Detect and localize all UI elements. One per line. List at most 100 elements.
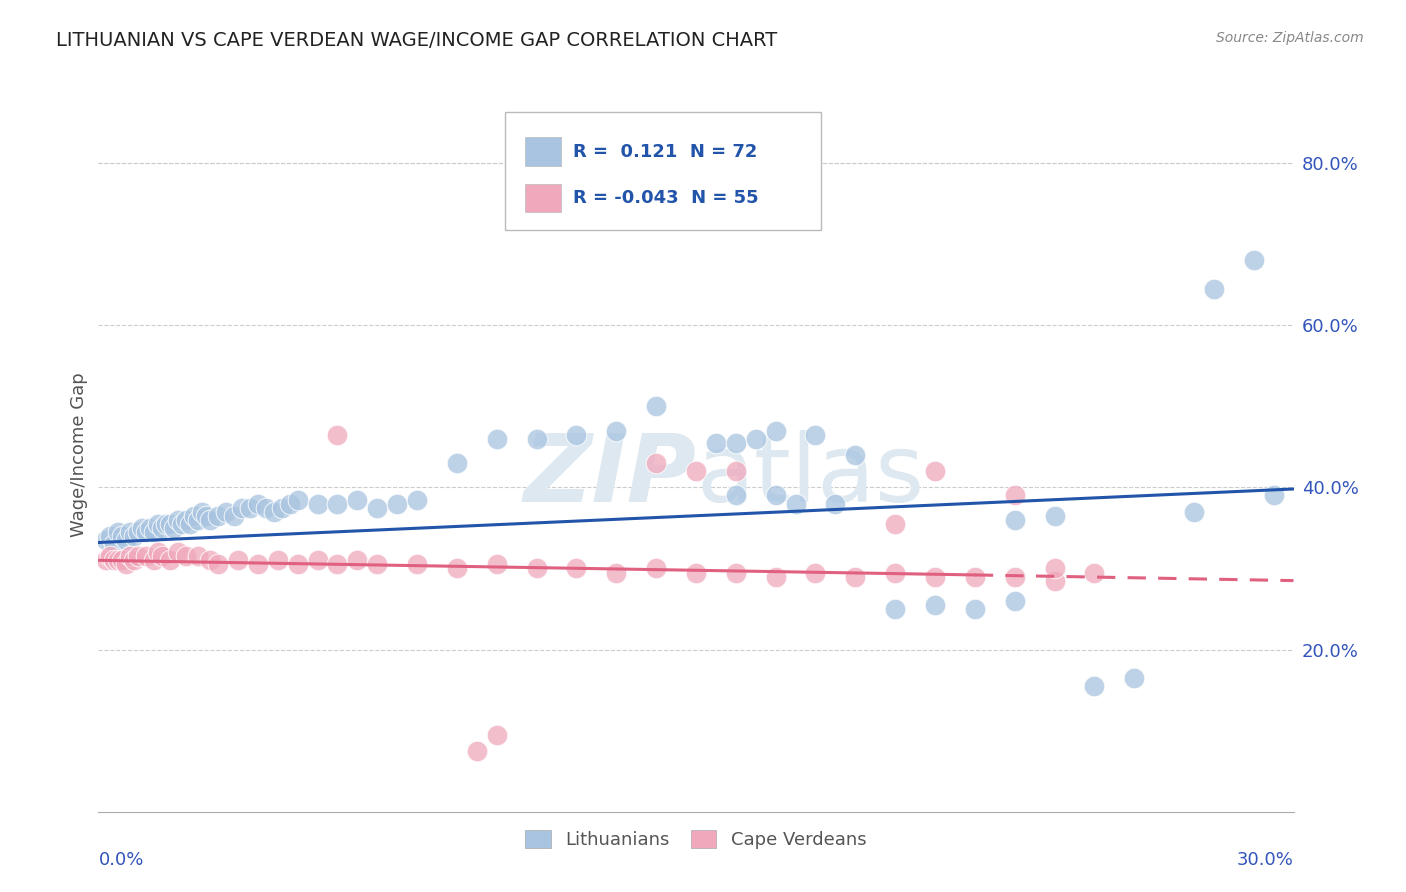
- Point: [111, 529, 134, 543]
- Point: [107, 524, 129, 539]
- Point: [963, 569, 986, 583]
- Point: [565, 427, 588, 442]
- Text: atlas: atlas: [696, 430, 924, 523]
- Y-axis label: Wage/Income Gap: Wage/Income Gap: [70, 373, 89, 537]
- Point: [155, 516, 177, 531]
- Point: [278, 497, 301, 511]
- Point: [724, 566, 747, 580]
- Point: [107, 553, 129, 567]
- Point: [195, 508, 218, 523]
- Text: ZIP: ZIP: [523, 430, 696, 523]
- Point: [804, 566, 827, 580]
- Point: [139, 521, 162, 535]
- Point: [191, 505, 214, 519]
- Point: [1083, 566, 1105, 580]
- Point: [111, 553, 134, 567]
- Point: [406, 492, 429, 507]
- Point: [406, 558, 429, 572]
- Point: [765, 488, 787, 502]
- Text: Source: ZipAtlas.com: Source: ZipAtlas.com: [1216, 31, 1364, 45]
- Point: [1004, 594, 1026, 608]
- Point: [198, 513, 221, 527]
- Point: [103, 553, 125, 567]
- Point: [465, 744, 488, 758]
- Point: [485, 432, 508, 446]
- Point: [127, 524, 149, 539]
- Point: [765, 424, 787, 438]
- Point: [366, 500, 388, 515]
- Point: [148, 545, 170, 559]
- Point: [103, 537, 125, 551]
- Point: [1043, 574, 1066, 588]
- Point: [143, 524, 166, 539]
- Point: [148, 516, 170, 531]
- Point: [150, 549, 173, 564]
- Point: [1043, 508, 1066, 523]
- Point: [1243, 253, 1265, 268]
- Point: [1004, 569, 1026, 583]
- Point: [844, 569, 866, 583]
- Point: [179, 516, 201, 531]
- Point: [884, 566, 907, 580]
- Point: [605, 424, 627, 438]
- Point: [163, 521, 186, 535]
- Point: [287, 558, 309, 572]
- Point: [326, 427, 349, 442]
- Point: [307, 497, 329, 511]
- Point: [150, 521, 173, 535]
- FancyBboxPatch shape: [524, 184, 561, 212]
- Point: [924, 569, 946, 583]
- Point: [115, 533, 138, 547]
- Point: [267, 553, 290, 567]
- Point: [120, 524, 142, 539]
- Text: 0.0%: 0.0%: [98, 851, 143, 869]
- Point: [172, 516, 194, 531]
- Point: [526, 432, 548, 446]
- Point: [239, 500, 262, 515]
- Text: 30.0%: 30.0%: [1237, 851, 1294, 869]
- Point: [1182, 505, 1205, 519]
- Point: [745, 432, 768, 446]
- Point: [207, 508, 229, 523]
- Legend: Lithuanians, Cape Verdeans: Lithuanians, Cape Verdeans: [519, 822, 873, 856]
- Point: [1202, 282, 1225, 296]
- Point: [174, 513, 197, 527]
- Point: [785, 497, 807, 511]
- Point: [1004, 513, 1026, 527]
- Point: [366, 558, 388, 572]
- Point: [124, 553, 146, 567]
- Point: [724, 464, 747, 478]
- Point: [127, 549, 149, 564]
- Point: [226, 553, 249, 567]
- Point: [1004, 488, 1026, 502]
- Point: [924, 464, 946, 478]
- Point: [187, 513, 209, 527]
- Point: [270, 500, 292, 515]
- Point: [100, 549, 122, 564]
- Point: [143, 553, 166, 567]
- Point: [207, 558, 229, 572]
- Point: [246, 497, 269, 511]
- Point: [346, 492, 368, 507]
- Point: [307, 553, 329, 567]
- Point: [254, 500, 277, 515]
- Point: [1123, 671, 1146, 685]
- Point: [96, 553, 118, 567]
- Point: [485, 728, 508, 742]
- Point: [446, 561, 468, 575]
- Point: [115, 558, 138, 572]
- Point: [924, 598, 946, 612]
- FancyBboxPatch shape: [505, 112, 821, 230]
- Point: [263, 505, 285, 519]
- Point: [135, 549, 157, 564]
- Text: R =  0.121  N = 72: R = 0.121 N = 72: [572, 143, 758, 161]
- Point: [565, 561, 588, 575]
- Point: [159, 516, 181, 531]
- Point: [1263, 488, 1285, 502]
- Point: [174, 549, 197, 564]
- Point: [645, 561, 668, 575]
- Point: [346, 553, 368, 567]
- Point: [167, 513, 190, 527]
- Point: [645, 456, 668, 470]
- Point: [605, 566, 627, 580]
